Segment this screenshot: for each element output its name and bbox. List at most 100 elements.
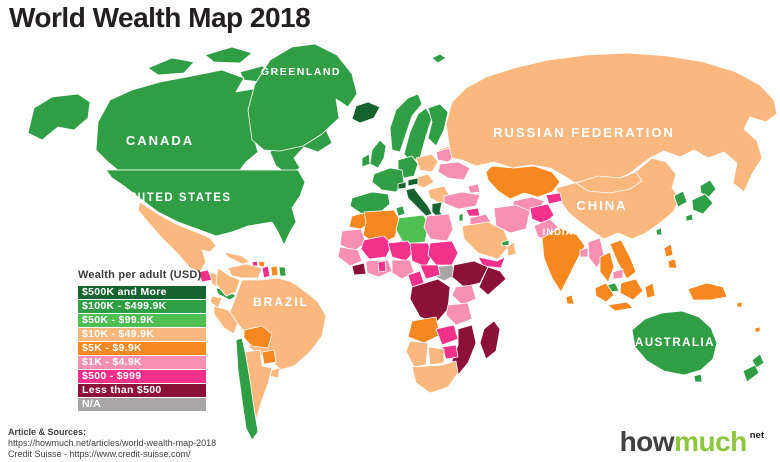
region-haiti (251, 260, 259, 267)
region-new-guinea (687, 282, 728, 301)
region-cuba (223, 251, 251, 265)
region-kenya (451, 284, 477, 306)
region-kazakhstan (485, 165, 561, 200)
region-korea (673, 190, 688, 208)
region-libya (395, 214, 430, 245)
region-ethiopia (451, 260, 489, 288)
region-new-zealand-south (742, 364, 760, 383)
region-ireland (361, 153, 371, 168)
region-sri-lanka (565, 294, 575, 305)
sources: Article & Sources: https://howmuch.net/a… (8, 427, 216, 460)
region-uk (369, 139, 387, 169)
region-tasmania (693, 373, 703, 383)
region-zimbabwe (441, 344, 459, 360)
region-guyana (261, 265, 271, 279)
region-philippines-south (667, 258, 678, 269)
region-japan-main (691, 193, 714, 215)
region-thailand (599, 251, 615, 283)
region-tunisia (395, 205, 406, 217)
region-australia (631, 310, 718, 376)
label-china: CHINA (576, 198, 627, 213)
region-finland (427, 103, 449, 147)
region-switzerland (397, 181, 407, 190)
region-mexico (137, 201, 217, 273)
region-iceland (351, 101, 381, 124)
region-svalbard (431, 53, 447, 64)
legend-title: Wealth per adult (USD) (78, 269, 202, 281)
region-venezuela (227, 263, 263, 279)
region-egypt (423, 213, 454, 242)
region-sierra-leone-liberia (351, 262, 367, 276)
region-chad (409, 242, 433, 268)
region-india (541, 227, 586, 293)
region-indonesia-sulawesi (644, 282, 656, 299)
region-norway (389, 93, 423, 153)
label-india: INDIA (543, 227, 574, 238)
region-united-states (105, 169, 306, 246)
label-canada: CANADA (126, 133, 194, 148)
region-philippines-north (663, 243, 674, 258)
page-title: World Wealth Map 2018 (9, 2, 311, 33)
region-uruguay (269, 367, 281, 379)
legend-item: N/A (78, 398, 206, 411)
region-botswana (427, 346, 445, 366)
region-peru (213, 305, 239, 335)
region-drc (409, 278, 451, 324)
label-russian-federation: RUSSIAN FEDERATION (493, 125, 675, 140)
region-south-africa (411, 360, 459, 394)
region-chile (235, 337, 259, 441)
label-united-states: UNITED STATES (122, 192, 231, 204)
region-mongolia (575, 171, 643, 194)
legend: Wealth per adult (USD) $500K and More $10… (78, 269, 206, 412)
howmuch-logo: howmuch net (620, 426, 764, 458)
region-laos-vietnam (609, 239, 637, 280)
region-sudan (427, 240, 459, 266)
region-namibia (405, 340, 429, 368)
region-french-guiana (278, 266, 287, 277)
region-syria (465, 207, 481, 217)
region-cambodia (612, 268, 624, 280)
region-zambia (435, 324, 459, 346)
region-central-african-republic (419, 264, 441, 280)
legend-item: $10K - $49.9K (78, 328, 206, 341)
region-colombia (215, 267, 241, 297)
region-indonesia-java (607, 301, 634, 312)
region-madagascar (479, 320, 501, 360)
region-somalia (478, 266, 507, 296)
region-greenland (247, 43, 358, 152)
region-russia (445, 52, 778, 193)
region-italy (405, 187, 433, 217)
region-senegal-guinea (337, 246, 363, 267)
region-ghana-togo (377, 260, 387, 273)
legend-item: $100K - $499.9K (78, 300, 206, 313)
region-fiji (754, 326, 761, 333)
region-mauritania (339, 228, 367, 252)
region-uae-qatar (501, 239, 510, 247)
region-brazil (229, 277, 327, 371)
region-canada-arctic-2 (204, 46, 253, 64)
logo-net: net (749, 430, 764, 441)
legend-item: $5K - $9.9K (78, 342, 206, 355)
region-austria (407, 177, 419, 187)
sources-article-url: https://howmuch.net/articles/world-wealt… (8, 438, 217, 448)
label-brazil: BRAZIL (253, 295, 309, 309)
label-greenland: GREENLAND (261, 66, 341, 78)
sources-heading: Article & Sources: (8, 427, 87, 437)
region-oman (506, 241, 517, 257)
region-mali (360, 235, 393, 260)
legend-item: $500K and More (78, 286, 206, 299)
label-australia: AUSTRALIA (635, 337, 715, 349)
legend-item: $500 - $999 (78, 370, 206, 383)
region-turkey (443, 191, 481, 210)
region-caucasus (467, 183, 481, 194)
region-mozambique (451, 324, 477, 376)
region-solomon (736, 301, 743, 308)
legend-item: $50K - $99.9K (78, 314, 206, 327)
region-dominican-republic (258, 260, 266, 268)
region-indonesia-sumatra (594, 282, 615, 303)
region-saudi-arabia (461, 221, 511, 260)
region-kyrgyz-tajik (545, 192, 563, 205)
region-niger (387, 240, 415, 262)
legend-item: Less than $500 (78, 384, 206, 397)
